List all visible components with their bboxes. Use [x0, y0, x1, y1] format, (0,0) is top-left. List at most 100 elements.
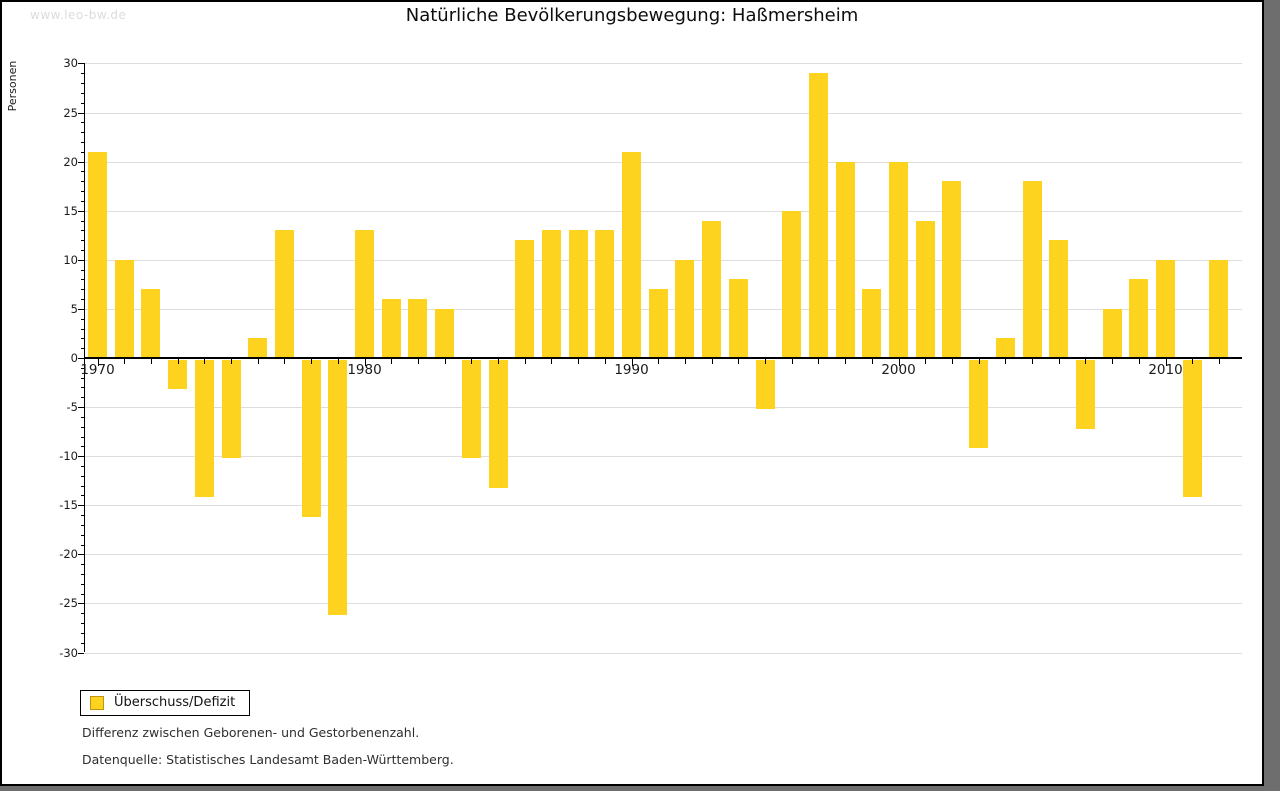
x-tick	[311, 359, 313, 364]
y-tick	[81, 377, 84, 379]
x-tick	[925, 359, 927, 364]
legend-label: Überschuss/Defizit	[114, 695, 236, 710]
x-tick	[177, 359, 179, 364]
y-tick	[81, 348, 84, 350]
y-tick-label: 20	[63, 154, 78, 169]
y-tick	[81, 83, 84, 85]
x-tick	[631, 359, 633, 366]
bar-2005	[1022, 181, 1042, 358]
x-tick	[845, 359, 847, 364]
bar-2002	[942, 181, 962, 358]
watermark: www.leo-bw.de	[30, 8, 127, 22]
bar-1997	[808, 73, 828, 358]
footnote-datasource: Datenquelle: Statistisches Landesamt Bad…	[82, 752, 454, 767]
bar-1970	[88, 151, 107, 358]
x-tick	[791, 359, 793, 364]
gridline	[84, 407, 1242, 409]
x-tick	[498, 359, 499, 364]
x-tick	[97, 359, 99, 366]
bar-2007	[1075, 360, 1095, 429]
x-tick	[231, 359, 232, 364]
gridline	[84, 505, 1242, 507]
y-tick	[78, 308, 84, 310]
bar-1995	[755, 360, 775, 410]
bar-1976	[248, 338, 268, 358]
bar-1977	[274, 230, 294, 358]
bar-1987	[541, 230, 561, 358]
x-tick	[898, 359, 900, 366]
y-tick	[81, 132, 84, 134]
bar-1982	[408, 299, 428, 358]
bar-1999	[862, 289, 882, 358]
bar-2010	[1156, 259, 1175, 358]
bar-1971	[114, 259, 134, 358]
x-tick	[1032, 359, 1033, 364]
y-tick	[81, 142, 84, 144]
y-tick	[81, 269, 84, 271]
y-tick	[81, 181, 84, 183]
y-tick	[81, 465, 84, 467]
y-tick	[81, 200, 84, 202]
y-tick	[81, 279, 84, 281]
x-tick	[1058, 359, 1060, 364]
gridline	[84, 554, 1242, 556]
gridline	[84, 63, 1242, 65]
y-tick-label: -30	[59, 645, 78, 660]
x-tick	[337, 359, 339, 364]
y-tick-label: -25	[59, 596, 78, 611]
x-tick	[738, 359, 740, 364]
y-tick	[78, 161, 84, 163]
x-tick	[1165, 359, 1167, 366]
y-tick	[81, 191, 84, 193]
y-tick	[78, 554, 84, 556]
y-tick	[78, 407, 84, 409]
x-tick	[711, 359, 713, 364]
bar-1992	[675, 259, 695, 358]
y-tick	[81, 338, 84, 340]
gridline	[84, 259, 1242, 261]
x-tick	[1085, 359, 1087, 364]
gridline	[84, 210, 1242, 212]
x-tick	[978, 359, 980, 364]
bar-2006	[1049, 240, 1069, 358]
bar-2012	[1209, 259, 1229, 358]
bar-1973	[168, 360, 188, 390]
x-tick	[524, 359, 526, 364]
y-tick	[81, 436, 84, 438]
x-tick	[444, 359, 446, 364]
x-tick	[1112, 359, 1114, 364]
x-axis	[84, 357, 1242, 359]
y-tick-label: -15	[59, 498, 78, 513]
x-tick	[551, 359, 553, 364]
bar-1972	[141, 289, 161, 358]
y-tick	[81, 367, 84, 369]
y-tick	[78, 259, 84, 261]
x-tick	[150, 359, 152, 364]
x-tick	[284, 359, 286, 364]
x-tick	[257, 359, 259, 364]
y-tick	[81, 102, 84, 104]
y-tick	[81, 397, 84, 399]
y-tick	[81, 475, 84, 477]
y-tick	[81, 515, 84, 517]
x-tick-label: 2010	[1148, 362, 1183, 378]
y-tick	[78, 456, 84, 458]
bar-1998	[835, 161, 855, 358]
bar-1989	[595, 230, 615, 358]
y-tick	[81, 564, 84, 566]
legend: Überschuss/Defizit	[80, 690, 250, 716]
y-tick	[81, 92, 84, 94]
bar-1993	[702, 220, 722, 358]
y-tick	[81, 534, 84, 536]
gridline	[84, 652, 1242, 654]
y-tick	[81, 299, 84, 301]
y-tick	[81, 416, 84, 418]
x-tick	[578, 359, 580, 364]
y-tick-label: -10	[59, 449, 78, 464]
y-tick-label: 30	[63, 56, 78, 71]
y-tick-label: -20	[59, 547, 78, 562]
bar-1984	[461, 360, 481, 459]
x-tick	[951, 359, 953, 364]
bar-1985	[488, 360, 508, 488]
